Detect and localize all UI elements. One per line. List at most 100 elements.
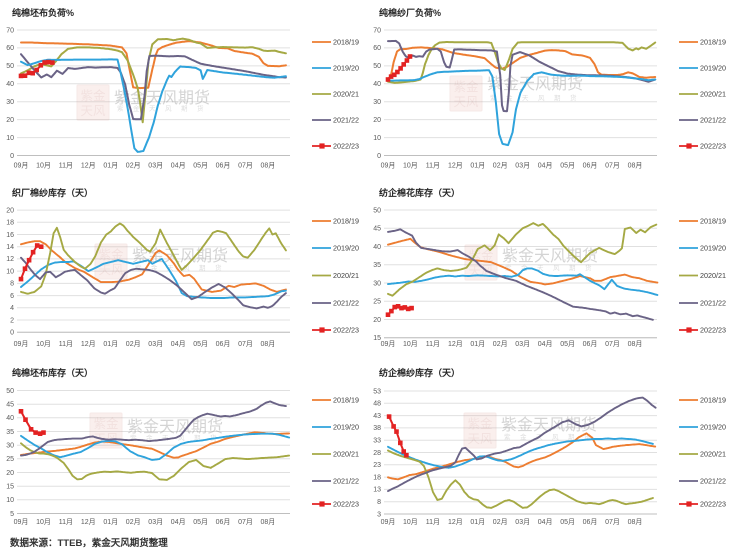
svg-text:2019/20: 2019/20 bbox=[333, 64, 359, 73]
svg-text:06月: 06月 bbox=[583, 340, 598, 348]
svg-text:11月: 11月 bbox=[59, 340, 73, 348]
svg-text:天风: 天风 bbox=[468, 264, 494, 278]
svg-text:数据来源：TTEB，紫金天风期货整理: 数据来源：TTEB，紫金天风期货整理 bbox=[9, 537, 168, 549]
svg-text:08月: 08月 bbox=[628, 340, 643, 348]
svg-text:02月: 02月 bbox=[493, 340, 508, 348]
svg-text:18: 18 bbox=[6, 220, 14, 227]
svg-text:2018/19: 2018/19 bbox=[333, 396, 359, 405]
svg-text:天风: 天风 bbox=[98, 263, 124, 277]
svg-text:03月: 03月 bbox=[148, 162, 163, 170]
svg-text:10月: 10月 bbox=[403, 162, 418, 170]
svg-text:02月: 02月 bbox=[493, 162, 508, 170]
svg-text:60: 60 bbox=[6, 45, 14, 52]
svg-text:33: 33 bbox=[373, 438, 381, 445]
svg-text:06月: 06月 bbox=[583, 162, 598, 170]
svg-text:06月: 06月 bbox=[216, 162, 231, 170]
svg-text:11月: 11月 bbox=[59, 162, 73, 170]
svg-text:紫金天风期货: 紫金天风期货 bbox=[490, 93, 586, 102]
svg-text:10月: 10月 bbox=[36, 162, 51, 170]
svg-text:紫金: 紫金 bbox=[468, 248, 494, 263]
svg-text:18: 18 bbox=[373, 474, 381, 481]
svg-text:8: 8 bbox=[10, 281, 14, 288]
svg-text:08月: 08月 bbox=[261, 518, 276, 526]
svg-text:2022/23: 2022/23 bbox=[333, 142, 359, 151]
svg-text:2021/22: 2021/22 bbox=[700, 116, 726, 125]
svg-text:紫金天风期货: 紫金天风期货 bbox=[487, 75, 583, 93]
svg-text:10: 10 bbox=[6, 135, 14, 142]
svg-text:2019/20: 2019/20 bbox=[700, 64, 726, 73]
svg-text:13: 13 bbox=[373, 487, 381, 494]
svg-text:2020/21: 2020/21 bbox=[333, 271, 359, 280]
svg-text:紫金天风期货: 紫金天风期货 bbox=[135, 263, 231, 272]
svg-text:03月: 03月 bbox=[148, 518, 163, 526]
svg-text:50: 50 bbox=[6, 388, 14, 395]
svg-text:2018/19: 2018/19 bbox=[700, 38, 726, 47]
svg-text:2019/20: 2019/20 bbox=[333, 423, 359, 432]
svg-text:60: 60 bbox=[373, 45, 381, 52]
svg-text:0: 0 bbox=[377, 153, 381, 160]
svg-text:12月: 12月 bbox=[448, 518, 463, 526]
svg-text:2021/22: 2021/22 bbox=[700, 299, 726, 308]
svg-text:01月: 01月 bbox=[470, 162, 485, 170]
svg-text:15: 15 bbox=[6, 484, 14, 491]
svg-text:2018/19: 2018/19 bbox=[700, 396, 726, 405]
svg-text:02月: 02月 bbox=[493, 518, 508, 526]
svg-text:5: 5 bbox=[10, 511, 14, 518]
svg-text:30: 30 bbox=[6, 99, 14, 106]
svg-text:04月: 04月 bbox=[171, 340, 186, 348]
svg-text:45: 45 bbox=[6, 402, 14, 409]
svg-text:12月: 12月 bbox=[81, 518, 96, 526]
svg-text:2020/21: 2020/21 bbox=[700, 90, 726, 99]
svg-text:2020/21: 2020/21 bbox=[333, 450, 359, 459]
svg-text:10: 10 bbox=[6, 497, 14, 504]
svg-text:05月: 05月 bbox=[560, 340, 575, 348]
svg-text:04月: 04月 bbox=[171, 162, 186, 170]
svg-text:10: 10 bbox=[6, 268, 14, 275]
svg-text:织厂棉纱库存（天）: 织厂棉纱库存（天） bbox=[12, 187, 93, 198]
svg-text:2021/22: 2021/22 bbox=[333, 116, 359, 125]
svg-text:08月: 08月 bbox=[261, 340, 276, 348]
svg-text:11月: 11月 bbox=[426, 340, 440, 348]
svg-text:紫金天风期货: 紫金天风期货 bbox=[505, 263, 601, 272]
svg-text:35: 35 bbox=[373, 262, 381, 269]
svg-text:0: 0 bbox=[10, 330, 14, 337]
svg-text:06月: 06月 bbox=[216, 518, 231, 526]
svg-text:08月: 08月 bbox=[261, 162, 276, 170]
svg-text:6: 6 bbox=[10, 293, 14, 300]
svg-text:天风: 天风 bbox=[453, 95, 479, 109]
svg-text:2022/23: 2022/23 bbox=[700, 500, 726, 509]
svg-text:天风: 天风 bbox=[80, 104, 106, 118]
svg-text:02月: 02月 bbox=[126, 340, 141, 348]
svg-text:10月: 10月 bbox=[403, 518, 418, 526]
svg-text:30: 30 bbox=[6, 443, 14, 450]
svg-text:2019/20: 2019/20 bbox=[333, 244, 359, 253]
svg-text:12月: 12月 bbox=[448, 162, 463, 170]
svg-text:11月: 11月 bbox=[426, 518, 440, 526]
svg-text:12: 12 bbox=[6, 256, 14, 263]
svg-text:05月: 05月 bbox=[193, 162, 208, 170]
svg-text:09月: 09月 bbox=[14, 162, 29, 170]
svg-text:07月: 07月 bbox=[238, 162, 253, 170]
svg-text:50: 50 bbox=[373, 207, 381, 214]
svg-text:11月: 11月 bbox=[59, 518, 73, 526]
svg-text:04月: 04月 bbox=[171, 518, 186, 526]
svg-text:紫金: 紫金 bbox=[80, 88, 106, 103]
svg-text:70: 70 bbox=[373, 27, 381, 34]
svg-text:04月: 04月 bbox=[538, 340, 553, 348]
svg-text:紫金天风期货: 紫金天风期货 bbox=[127, 418, 223, 436]
svg-text:2019/20: 2019/20 bbox=[700, 244, 726, 253]
svg-text:紫金天风期货: 紫金天风期货 bbox=[117, 104, 213, 113]
svg-text:0: 0 bbox=[10, 153, 14, 160]
svg-text:25: 25 bbox=[6, 456, 14, 463]
svg-text:40: 40 bbox=[373, 81, 381, 88]
svg-text:45: 45 bbox=[373, 226, 381, 233]
svg-text:紫金天风期货: 紫金天风期货 bbox=[501, 416, 597, 434]
svg-text:2021/22: 2021/22 bbox=[333, 477, 359, 486]
svg-text:2: 2 bbox=[10, 317, 14, 324]
svg-text:纯棉坯布库存（天）: 纯棉坯布库存（天） bbox=[12, 367, 93, 378]
svg-text:纺企棉花库存（天）: 纺企棉花库存（天） bbox=[379, 187, 460, 198]
svg-text:23: 23 bbox=[373, 462, 381, 469]
svg-text:09月: 09月 bbox=[381, 518, 396, 526]
svg-text:07月: 07月 bbox=[605, 518, 620, 526]
svg-text:01月: 01月 bbox=[103, 340, 118, 348]
